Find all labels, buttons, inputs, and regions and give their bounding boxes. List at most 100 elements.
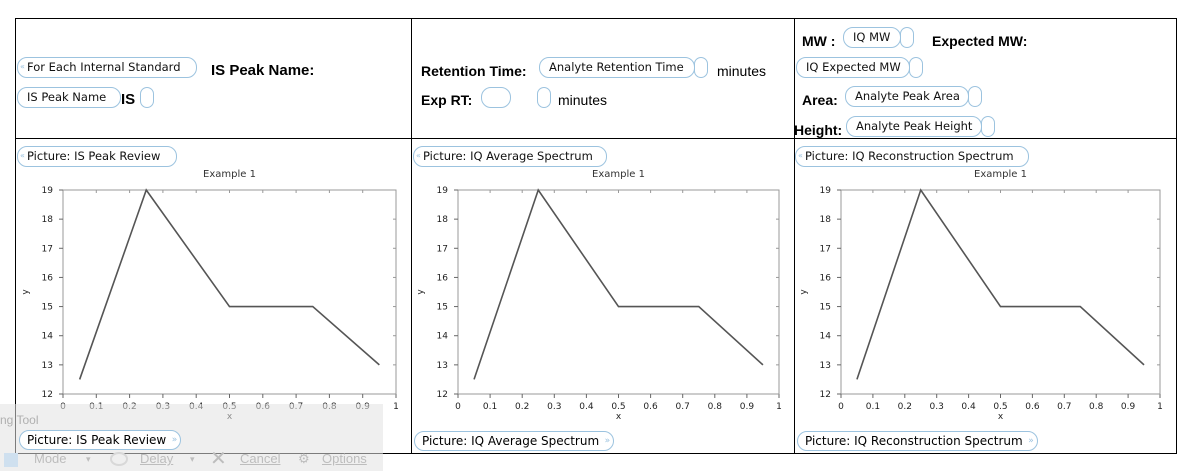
analyte-retention-time-field-label: Analyte Retention Time [549, 60, 684, 74]
chart-title: Example 1 [203, 169, 256, 180]
field-end-cap [981, 116, 995, 137]
chart-title: Example 1 [974, 169, 1027, 180]
y-axis-label: y [21, 289, 31, 295]
field-end-cap [900, 27, 914, 48]
field-end-cap [968, 86, 982, 107]
picture-end-label: Picture: IQ Reconstruction Spectrum [805, 434, 1023, 448]
cancel-button[interactable]: Cancel [240, 451, 281, 466]
x-tick-label: 0.8 [1089, 402, 1104, 412]
analyte-retention-time-field[interactable]: Analyte Retention Time [539, 57, 695, 78]
field-end-cap [694, 57, 708, 78]
mode-dropdown-icon[interactable]: ▾ [86, 454, 91, 464]
picture-is-peak-review-start[interactable]: Picture: IS Peak Review [17, 146, 177, 167]
y-tick-label: 17 [42, 244, 53, 254]
exp-rt-unit: minutes [558, 92, 608, 108]
y-tick-label: 18 [437, 215, 449, 225]
iq-mw-field[interactable]: IQ MW [843, 27, 901, 48]
for-each-internal-standard-field[interactable]: For Each Internal Standard [17, 57, 197, 78]
x-tick-label: 0.5 [993, 402, 1007, 412]
options-button[interactable]: Options [322, 451, 367, 466]
y-tick-label: 18 [42, 215, 54, 225]
picture-iq-reconstruction-spectrum-start[interactable]: Picture: IQ Reconstruction Spectrum [795, 146, 1029, 167]
x-tick-label: 0.2 [898, 402, 912, 412]
field-end-cap [140, 87, 154, 108]
x-tick-label: 0.1 [866, 402, 880, 412]
picture-end-label: Picture: IQ Average Spectrum [422, 434, 600, 448]
picture-start-label: Picture: IQ Average Spectrum [423, 149, 593, 163]
y-tick-label: 14 [42, 332, 54, 342]
y-tick-label: 14 [437, 332, 449, 342]
iq-expected-mw-field-label: IQ Expected MW [806, 60, 901, 74]
x-tick-label: 0.7 [1057, 402, 1071, 412]
y-tick-label: 14 [820, 332, 832, 342]
mw-label: MW : [802, 33, 836, 49]
row-divider [16, 138, 1176, 139]
snipping-tool-title: ng Tool [0, 413, 39, 427]
picture-end-label: Picture: IS Peak Review [27, 433, 167, 447]
analyte-peak-area-field-label: Analyte Peak Area [855, 89, 960, 103]
analyte-peak-area-field[interactable]: Analyte Peak Area [845, 86, 969, 107]
exp-rt-label: Exp RT: [421, 92, 473, 108]
mode-button[interactable]: Mode [34, 451, 67, 466]
x-axis-label: x [998, 412, 1004, 422]
y-tick-label: 16 [437, 273, 449, 283]
picture-iq-average-spectrum-end[interactable]: Picture: IQ Average Spectrum [414, 431, 615, 451]
x-tick-label: 0.4 [961, 402, 976, 412]
delay-dropdown-icon[interactable]: ▾ [190, 454, 195, 464]
is-suffix-text: IS [121, 91, 136, 108]
x-tick-label: 1 [393, 402, 399, 412]
picture-iq-reconstruction-spectrum-end[interactable]: Picture: IQ Reconstruction Spectrum [797, 431, 1038, 451]
y-axis-label: y [799, 289, 809, 295]
scissors-icon [4, 453, 18, 467]
picture-iq-average-spectrum-start[interactable]: Picture: IQ Average Spectrum [413, 146, 607, 167]
y-tick-label: 16 [820, 273, 832, 283]
iq-reconstruction-spectrum-chart: Example 1 0 0.1 0.2 0.3 0.4 0.5 0.6 0.7 0.8 0.9 1 12… [799, 169, 1163, 422]
y-tick-label: 18 [820, 215, 832, 225]
plot-frame [62, 189, 397, 395]
retention-time-label: Retention Time: [421, 63, 527, 79]
is-peak-name-field[interactable]: IS Peak Name [17, 87, 121, 108]
x-tick-label: 0.9 [740, 402, 755, 412]
delay-button[interactable]: Delay [140, 451, 174, 466]
y-tick-label: 19 [820, 186, 832, 196]
snipping-tool-toolbar: Mode ▾ Delay ▾ ✕ Cancel ⚙ Options [0, 448, 383, 471]
y-tick-label: 13 [437, 361, 448, 371]
x-tick-label: 0.4 [579, 402, 594, 412]
clock-icon [110, 452, 128, 466]
series-line [473, 188, 764, 380]
y-tick-label: 15 [42, 303, 53, 313]
iq-mw-field-label: IQ MW [853, 30, 891, 44]
y-tick-label: 13 [42, 361, 53, 371]
x-tick-label: 0.1 [483, 402, 497, 412]
iq-expected-mw-field[interactable]: IQ Expected MW [796, 57, 910, 78]
x-tick-label: 0.6 [643, 402, 658, 412]
column-divider [794, 19, 795, 453]
y-tick-label: 12 [437, 390, 448, 400]
analyte-peak-height-field[interactable]: Analyte Peak Height [846, 116, 982, 137]
x-tick-label: 0.5 [611, 402, 625, 412]
y-tick-label: 15 [437, 303, 448, 313]
y-tick-label: 19 [437, 186, 449, 196]
series-line [78, 188, 380, 380]
x-tick-label: 0.8 [708, 402, 723, 412]
x-tick-label: 1 [1157, 402, 1163, 412]
plot-frame [840, 189, 1161, 395]
y-tick-label: 15 [820, 303, 831, 313]
x-tick-label: 0.6 [1025, 402, 1040, 412]
series-line [856, 188, 1145, 380]
height-label: Height: [794, 122, 843, 138]
x-tick-label: 0.9 [1121, 402, 1136, 412]
area-label: Area: [802, 92, 838, 108]
y-tick-label: 13 [820, 361, 831, 371]
gear-icon: ⚙ [298, 451, 310, 466]
y-tick-label: 12 [42, 390, 53, 400]
is-peak-name-label: IS Peak Name: [211, 62, 315, 79]
column-divider [411, 19, 412, 453]
picture-is-peak-review-end[interactable]: Picture: IS Peak Review [19, 430, 182, 450]
field-end-cap [537, 87, 551, 108]
picture-start-label: Picture: IS Peak Review [27, 149, 161, 163]
exp-rt-field[interactable] [481, 87, 511, 108]
y-axis-label: y [416, 289, 426, 295]
plot-frame [457, 189, 780, 395]
expected-mw-label: Expected MW: [932, 33, 1028, 49]
